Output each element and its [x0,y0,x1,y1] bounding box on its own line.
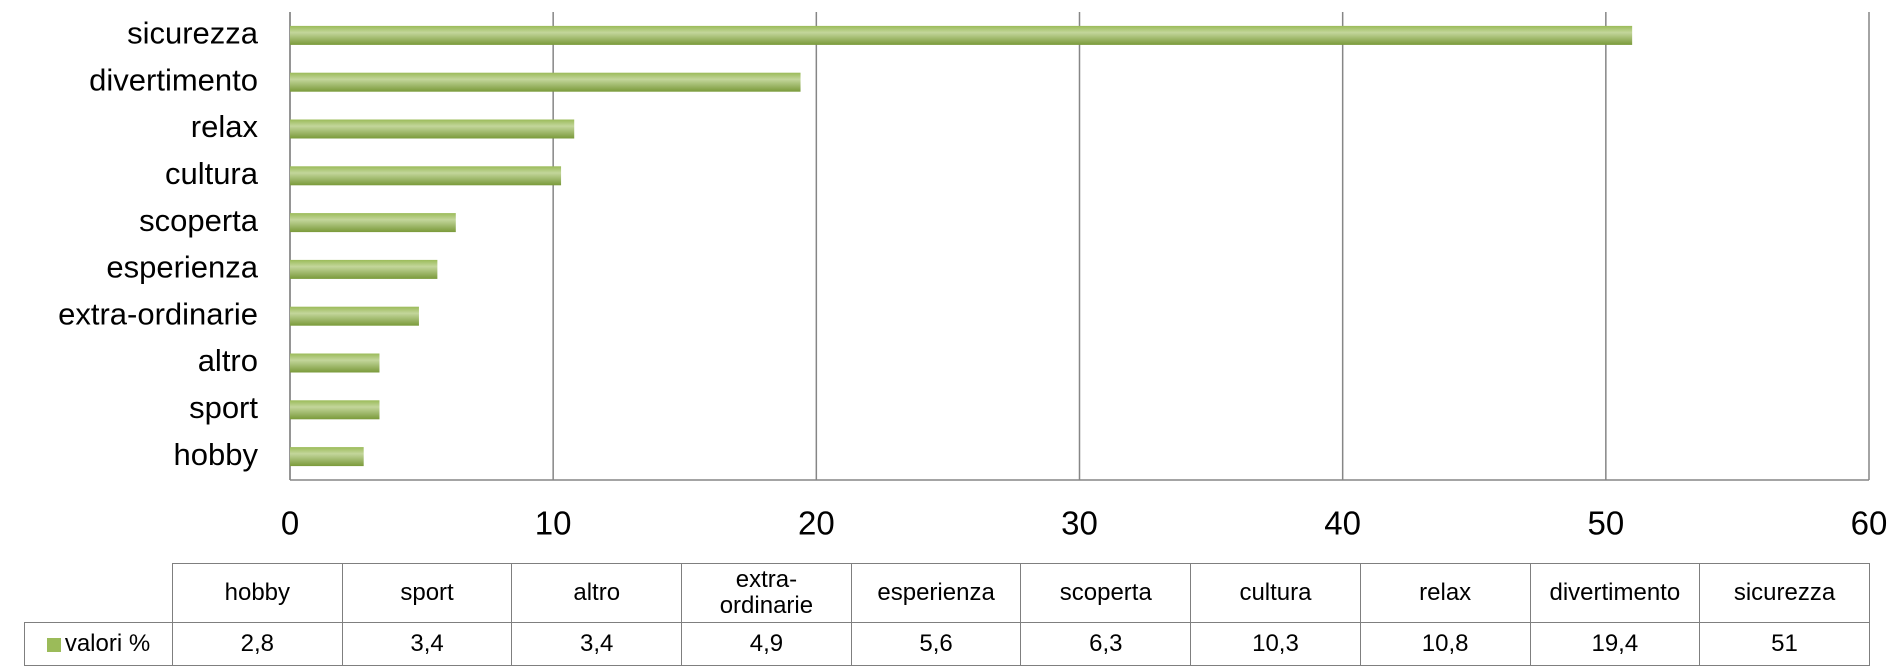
table-category: altro [511,563,683,623]
bar [290,353,380,373]
table-value: 51 [1699,622,1870,666]
table-value: 6,3 [1020,622,1192,666]
table-value: 4,9 [681,622,852,666]
table-category: hobby [172,563,343,623]
legend-swatch [46,637,61,652]
table-value: 10,8 [1359,622,1531,666]
y-tick-label: esperienza [106,250,258,285]
bar [290,306,419,326]
table-value: 2,8 [172,622,343,666]
table-category: esperienza [850,563,1022,623]
y-tick-label: scoperta [139,203,259,238]
table-value: 3,4 [511,622,683,666]
table-category: sicurezza [1699,563,1870,623]
y-tick-label: sicurezza [127,16,259,51]
x-tick-label: 30 [1061,505,1098,542]
bar [290,119,575,139]
table-corner [24,563,173,623]
table-value: 19,4 [1529,622,1701,666]
table-category: scoperta [1020,563,1192,623]
bar [290,400,380,420]
table-category: cultura [1190,563,1361,623]
x-tick-label: 0 [281,505,299,542]
table-header-row: hobby sport altro extra-ordinarie esperienza… [24,563,1870,623]
y-tick-label: sport [189,390,258,425]
table-value-row: valori % 2,8 3,4 3,4 4,9 5,6 6,3 10,3 10,8 19,4 5… [24,622,1870,666]
data-table: hobby sport altro extra-ordinarie esperienza… [24,563,1870,666]
table-value: 3,4 [341,622,513,666]
x-tick-label: 10 [535,505,572,542]
y-tick-label: divertimento [89,62,258,97]
bar [290,259,438,279]
bar [290,213,456,233]
y-tick-label: relax [191,109,259,144]
table-category: extra-ordinarie [681,563,852,623]
x-tick-label: 60 [1851,505,1888,542]
chart: 0 10 20 30 40 50 60 hobby sport altro extra-ordina… [58,12,1888,542]
bar [290,447,364,467]
x-tick-label: 50 [1587,505,1624,542]
table-category: sport [341,563,513,623]
bar [290,166,562,186]
y-tick-label: cultura [165,156,259,191]
bar [290,25,1633,45]
y-tick-label: extra-ordinarie [58,296,258,331]
table-value: 10,3 [1190,622,1361,666]
x-tick-label: 20 [798,505,835,542]
table-category: divertimento [1529,563,1701,623]
bar [290,72,801,92]
y-tick-label: hobby [174,437,259,472]
table-value: 5,6 [850,622,1022,666]
x-tick-label: 40 [1324,505,1361,542]
y-tick-label: altro [198,343,258,378]
legend-cell: valori % [24,622,173,666]
legend-label: valori % [64,630,151,657]
table-category: relax [1359,563,1531,623]
